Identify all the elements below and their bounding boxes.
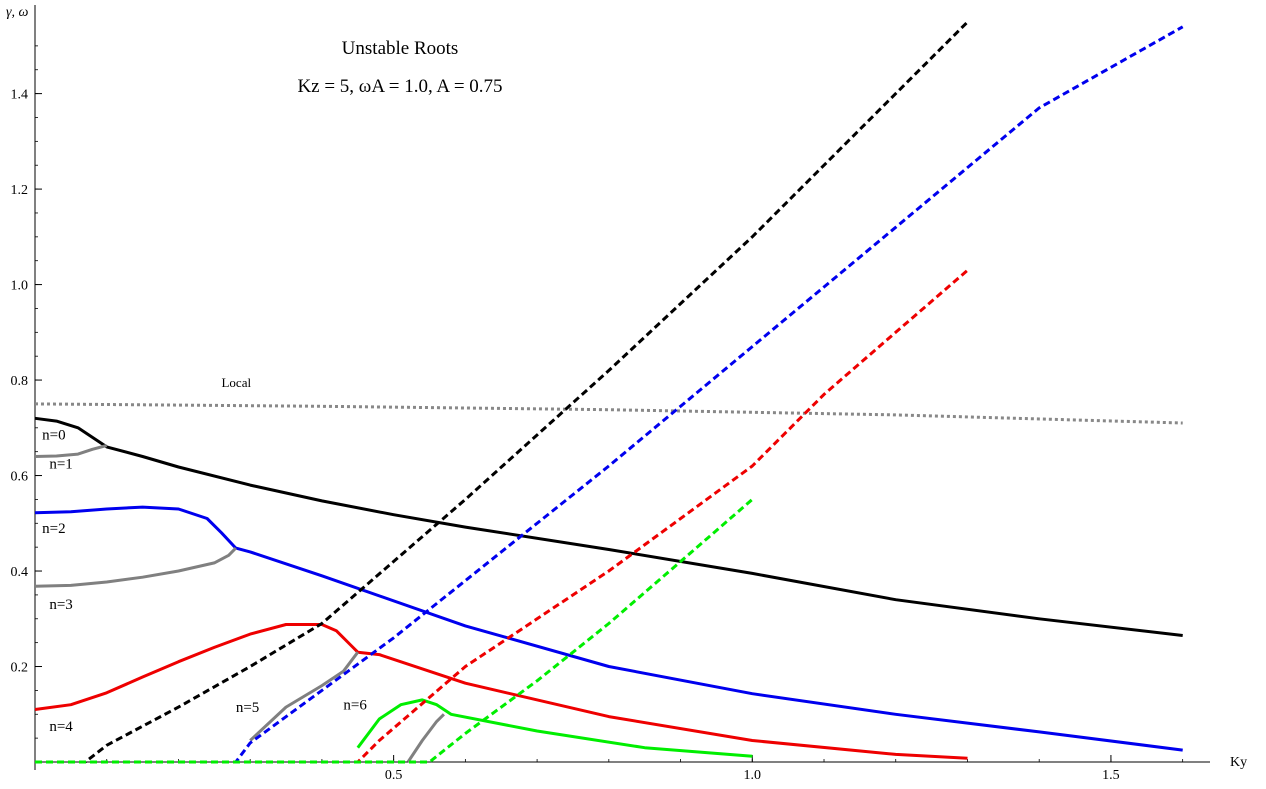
series-line-5 [34,623,968,760]
annotation-label: n=1 [49,456,72,472]
series-line-1 [34,416,1183,637]
y-tick-label: 1.4 [11,88,29,103]
annotation-label: n=3 [49,597,72,613]
series-line-9 [35,20,969,764]
annotation-label: n=4 [49,719,73,735]
series-line-6 [249,651,359,742]
annotation-label: n=2 [42,521,65,537]
annotation-label: n=6 [343,697,367,713]
y-tick-label: 0.8 [11,374,29,389]
axes: 0.5 1.0 1.5 0.2 0.4 0.6 0.8 1.0 1.2 1.4 [11,5,1210,783]
series-line-12 [35,498,754,764]
y-tick-label: 0.2 [11,661,29,676]
x-tick-label: 1.5 [1102,768,1120,783]
annotation-layer: Local n=0 n=1 n=2 n=3 n=4 n=5 n=6 [42,375,367,735]
series-line-10 [35,25,1184,764]
y-axis-label: γ, ω [6,5,29,20]
y-tick-label: 0.4 [11,565,29,580]
series-line-11 [35,269,969,764]
series-line-0 [34,402,1183,425]
annotation-label: Local [221,375,251,390]
x-tick-label: 1.0 [744,768,762,783]
y-tick-label: 1.0 [11,279,29,294]
annotation-label: n=0 [42,428,65,444]
annotation-label: n=5 [236,700,259,716]
x-axis-label: Ky [1230,755,1247,770]
series-line-7 [356,698,753,758]
x-tick-label: 0.5 [385,768,403,783]
y-tick-label: 0.6 [11,470,29,485]
series-line-3 [34,505,1183,752]
y-tick-label: 1.2 [11,183,29,198]
chart-title: Unstable Roots [342,38,459,59]
chart-subtitle: Kz = 5, ωA = 1.0, A = 0.75 [297,76,502,97]
series-line-2 [34,444,108,458]
series-line-4 [34,547,237,588]
series-line-8 [406,713,445,763]
series-layer [34,20,1184,764]
